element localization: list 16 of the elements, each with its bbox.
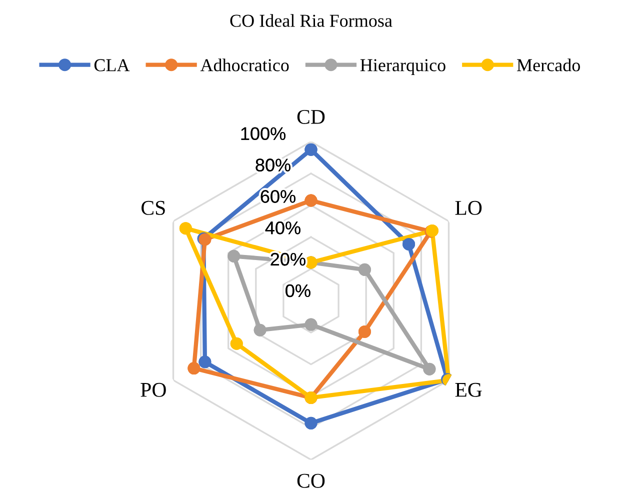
y-tick-label: 80% bbox=[256, 158, 290, 172]
spoke-label: CS bbox=[142, 200, 165, 215]
legend-label: Adhocratico bbox=[200, 58, 289, 72]
legend-label: Mercado bbox=[517, 58, 580, 72]
legend-label: CLA bbox=[94, 59, 130, 72]
y-tick-label: 0% bbox=[286, 284, 310, 298]
spoke-label: CO bbox=[297, 474, 325, 488]
chart-title: CO Ideal Ria Formosa bbox=[230, 14, 392, 27]
spoke-label: PO bbox=[140, 382, 166, 397]
y-tick-label: 60% bbox=[260, 190, 296, 203]
y-tick-label: 40% bbox=[265, 222, 300, 234]
spoke-label: EG bbox=[455, 382, 482, 397]
legend-label: Hierarquico bbox=[360, 59, 446, 75]
y-tick-label: 100% bbox=[241, 127, 286, 140]
spoke-label: LO bbox=[455, 200, 482, 215]
spoke-label: CD bbox=[297, 110, 325, 124]
